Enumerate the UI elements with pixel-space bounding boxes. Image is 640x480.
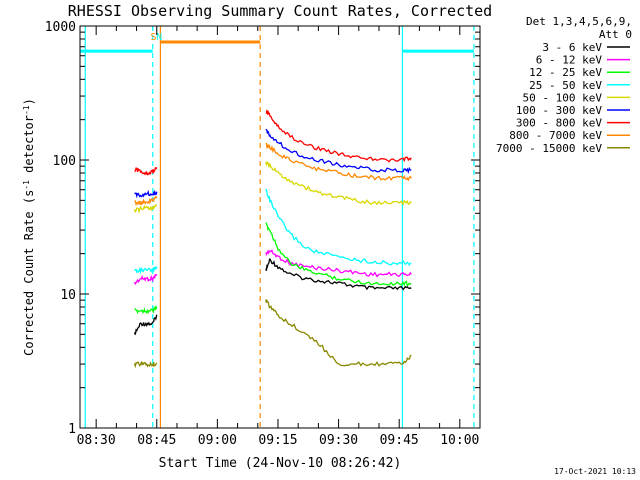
series-line-8-1 xyxy=(265,298,412,367)
series-line-5-1 xyxy=(265,128,412,175)
series-line-2-1 xyxy=(265,222,412,287)
x-tick-label-3: 09:15 xyxy=(258,433,297,448)
series-line-7-1 xyxy=(265,142,412,182)
y-axis-label-end: ) xyxy=(22,98,36,105)
legend-label-4: 50 - 100 keV xyxy=(523,91,603,104)
legend-header-attenuator: Att 0 xyxy=(599,28,632,41)
y-axis-label-sup2: -1 xyxy=(22,105,31,115)
x-tick-label-6: 10:00 xyxy=(440,433,479,448)
y-tick-label-0: 1 xyxy=(68,422,76,437)
series-line-4-1 xyxy=(265,160,412,206)
series-line-5-0 xyxy=(134,189,158,199)
y-axis: 1 10 100 1000 xyxy=(45,20,480,437)
x-tick-label-4: 09:30 xyxy=(319,433,358,448)
legend-label-1: 6 - 12 keV xyxy=(536,54,603,67)
legend-label-5: 100 - 300 keV xyxy=(516,104,602,117)
legend-label-2: 12 - 25 keV xyxy=(529,66,602,79)
series-line-1-0 xyxy=(133,273,158,286)
x-tick-label-1: 08:45 xyxy=(137,433,176,448)
legend-label-3: 25 - 50 keV xyxy=(529,79,602,92)
y-tick-label-1: 10 xyxy=(60,288,76,303)
marker-n: N xyxy=(156,32,162,43)
y-tick-label-3: 1000 xyxy=(45,20,76,35)
legend-label-0: 3 - 6 keV xyxy=(542,41,602,54)
x-axis-label: Start Time (24-Nov-10 08:26:42) xyxy=(159,456,402,471)
legend-label-8: 7000 - 15000 keV xyxy=(496,142,602,155)
x-tick-label-0: 08:30 xyxy=(77,433,116,448)
series-line-3-0 xyxy=(134,265,158,275)
legend-label-6: 300 - 800 keV xyxy=(516,117,602,130)
x-axis: 08:30 08:45 09:00 09:15 09:30 09:45 10:00 xyxy=(77,26,481,448)
series-line-8-0 xyxy=(133,360,158,369)
series-line-1-1 xyxy=(265,249,412,278)
series-line-0-1 xyxy=(265,257,412,291)
y-axis-label: Corrected Count Rate (s-1 detector-1) xyxy=(22,98,37,356)
series-line-4-0 xyxy=(133,203,157,214)
y-axis-label-sup1: -1 xyxy=(22,180,31,190)
legend-header-detectors: Det 1,3,4,5,6,9, xyxy=(526,15,632,28)
x-tick-label-5: 09:45 xyxy=(380,433,419,448)
series-line-3-1 xyxy=(265,188,412,266)
series-line-6-0 xyxy=(134,167,158,176)
marker-s: S xyxy=(151,32,157,43)
chart-title: RHESSI Observing Summary Count Rates, Co… xyxy=(68,2,492,20)
legend-label-7: 800 - 7000 keV xyxy=(509,129,602,142)
footer-timestamp: 17-Oct-2021 10:13 xyxy=(554,467,636,476)
y-tick-label-2: 100 xyxy=(53,154,76,169)
y-axis-label-main: Corrected Count Rate (s xyxy=(22,190,36,356)
series-line-0-0 xyxy=(133,314,158,335)
series-lines xyxy=(133,109,412,369)
series-line-7-0 xyxy=(134,195,158,207)
status-and-event-lines xyxy=(80,26,475,428)
series-line-2-0 xyxy=(134,305,158,315)
y-axis-label-mid: detector xyxy=(22,115,36,180)
x-tick-label-2: 09:00 xyxy=(198,433,237,448)
series-line-6-1 xyxy=(265,109,412,163)
plot-frame xyxy=(79,25,481,429)
